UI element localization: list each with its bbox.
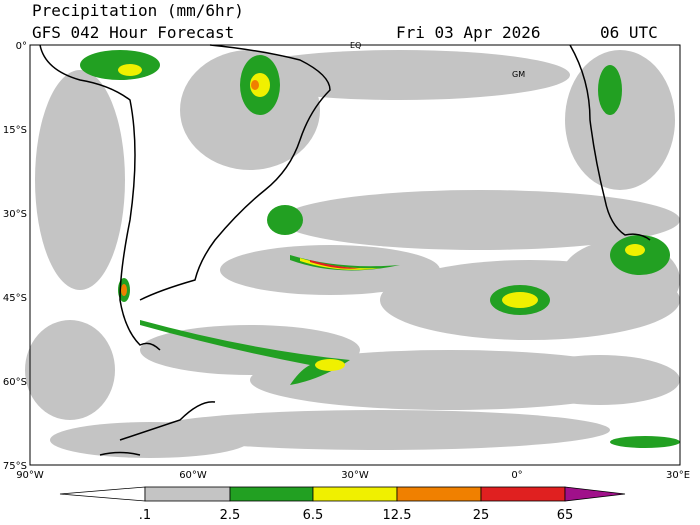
colorbar-segment: [144, 486, 231, 502]
latitude-label: 45°S: [3, 293, 27, 304]
longitude-label: 0°: [511, 470, 522, 481]
colorbar-label: .1: [139, 508, 151, 523]
latitude-label: 75°S: [3, 461, 27, 472]
latitude-label: 30°S: [3, 209, 27, 220]
latitude-label: 0°: [16, 41, 27, 52]
place-label: GM: [512, 70, 525, 79]
colorbar-label: 12.5: [383, 508, 412, 523]
subtitle: GFS 042 Hour Forecast: [32, 23, 234, 42]
time: 06 UTC: [600, 23, 658, 42]
colorbar-segment: [59, 486, 146, 502]
longitude-label: 60°W: [179, 470, 207, 481]
colorbar-segment: [312, 486, 398, 502]
precip-heavy: [80, 50, 680, 448]
colorbar-segment: [564, 486, 626, 502]
precip-light: [25, 50, 680, 458]
latitude-label: 60°S: [3, 377, 27, 388]
colorbar-segment: [480, 486, 566, 502]
coastline: [39, 44, 651, 456]
colorbar: [59, 486, 626, 502]
map-frame: [29, 44, 681, 466]
map: EQ GM 0° 15°S 30°S 45°S 60°S 75°S 90°W 6…: [3, 41, 690, 481]
title: Precipitation (mm/6hr): [32, 1, 244, 20]
colorbar-label: 25: [473, 508, 490, 523]
latitude-label: 15°S: [3, 125, 27, 136]
colorbar-label: 6.5: [303, 508, 324, 523]
place-label: EQ: [350, 41, 361, 50]
colorbar-label: 2.5: [220, 508, 241, 523]
colorbar-segment: [396, 486, 482, 502]
longitude-label: 30°E: [666, 470, 690, 481]
date: Fri 03 Apr 2026: [396, 23, 541, 42]
longitude-label: 90°W: [16, 470, 44, 481]
longitude-label: 30°W: [341, 470, 369, 481]
colorbar-label: 65: [557, 508, 574, 523]
colorbar-segment: [229, 486, 314, 502]
